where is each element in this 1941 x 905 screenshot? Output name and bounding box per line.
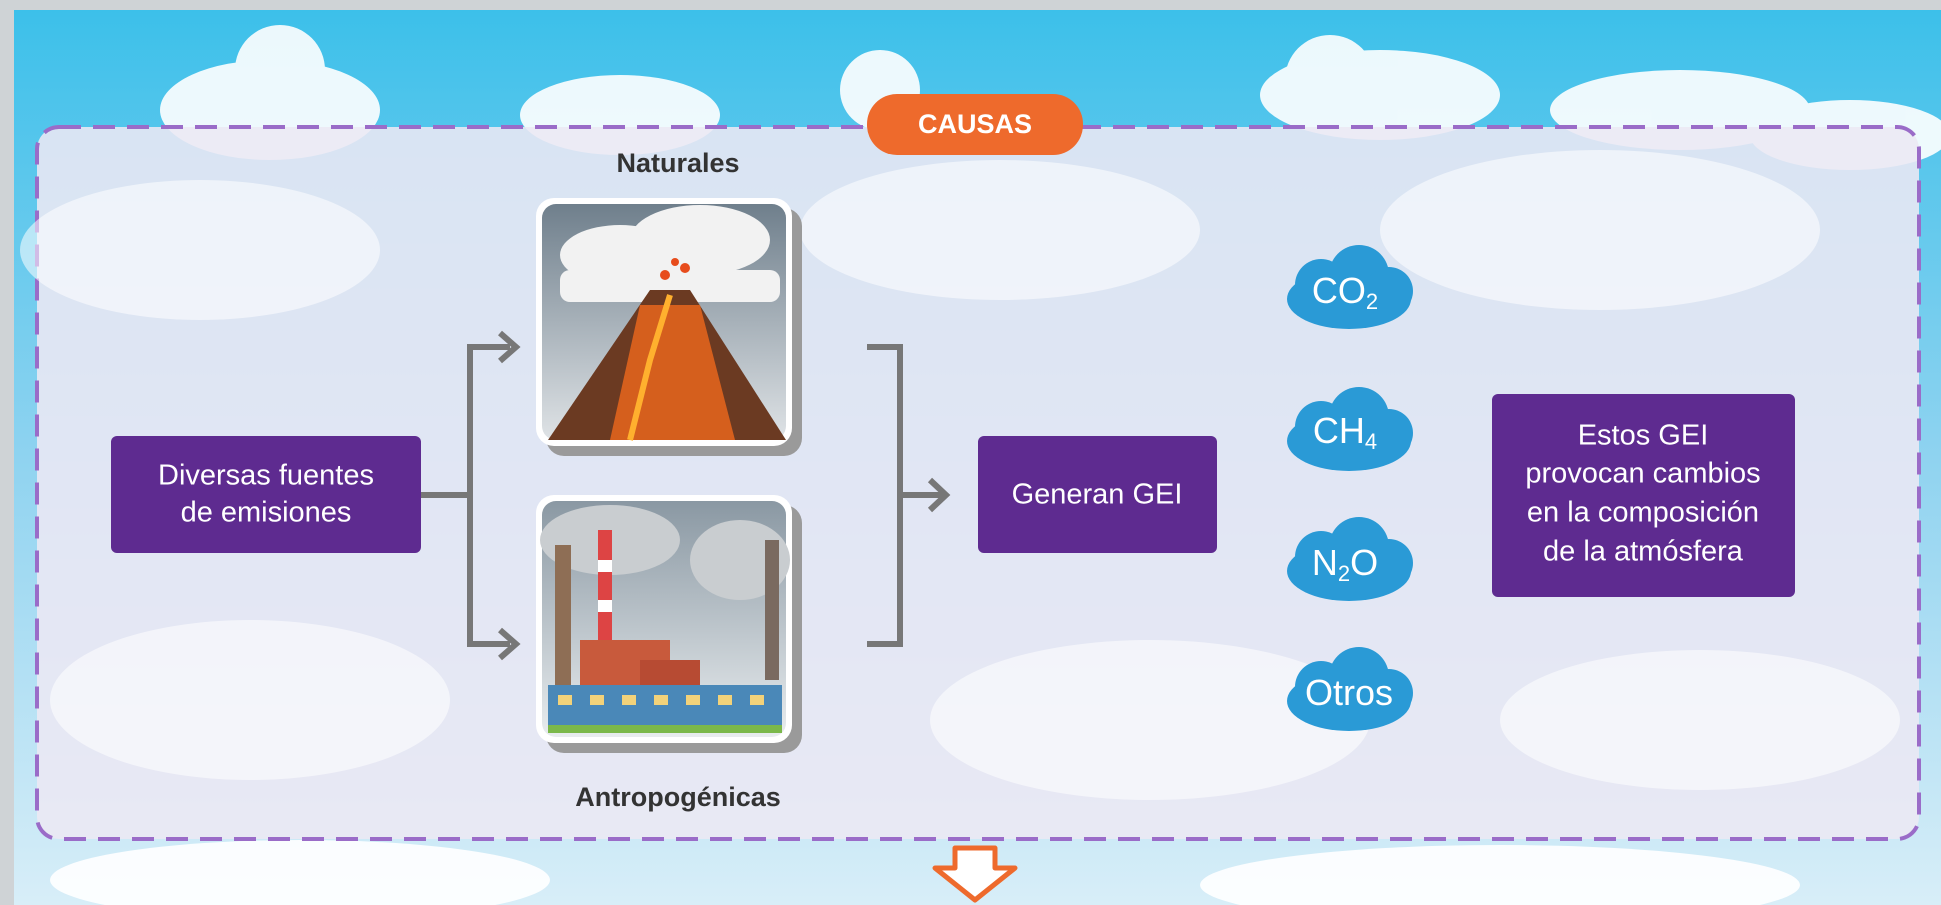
gas-base: N	[1312, 542, 1338, 583]
effect-line: de la atmósfera	[1543, 536, 1744, 568]
gas-label: Otros	[1305, 672, 1393, 713]
effect-line: Estos GEI	[1578, 420, 1709, 452]
anthropogenic-label: Antropogénicas	[575, 782, 781, 812]
volcano-image	[536, 198, 802, 456]
gas-base: CH	[1313, 410, 1365, 451]
gas-base: Otros	[1305, 672, 1393, 713]
effect-line: en la composición	[1527, 497, 1759, 529]
gas-sub: 2	[1366, 289, 1378, 314]
gas-tail: O	[1350, 542, 1378, 583]
sources-line: Diversas fuentes	[158, 460, 374, 492]
gas-base: CO	[1312, 270, 1366, 311]
result-label: Generan GEI	[1012, 479, 1183, 511]
factory-image	[536, 495, 802, 753]
effect-line: provocan cambios	[1525, 458, 1760, 490]
infographic: CAUSAS Diversas fuentes de emisiones Nat…	[0, 0, 1941, 905]
gas-sub: 4	[1365, 429, 1377, 454]
natural-label: Naturales	[616, 148, 739, 178]
title: CAUSAS	[918, 109, 1032, 139]
gas-sub: 2	[1338, 561, 1350, 586]
sources-box	[111, 436, 421, 553]
sources-line: de emisiones	[181, 497, 352, 529]
